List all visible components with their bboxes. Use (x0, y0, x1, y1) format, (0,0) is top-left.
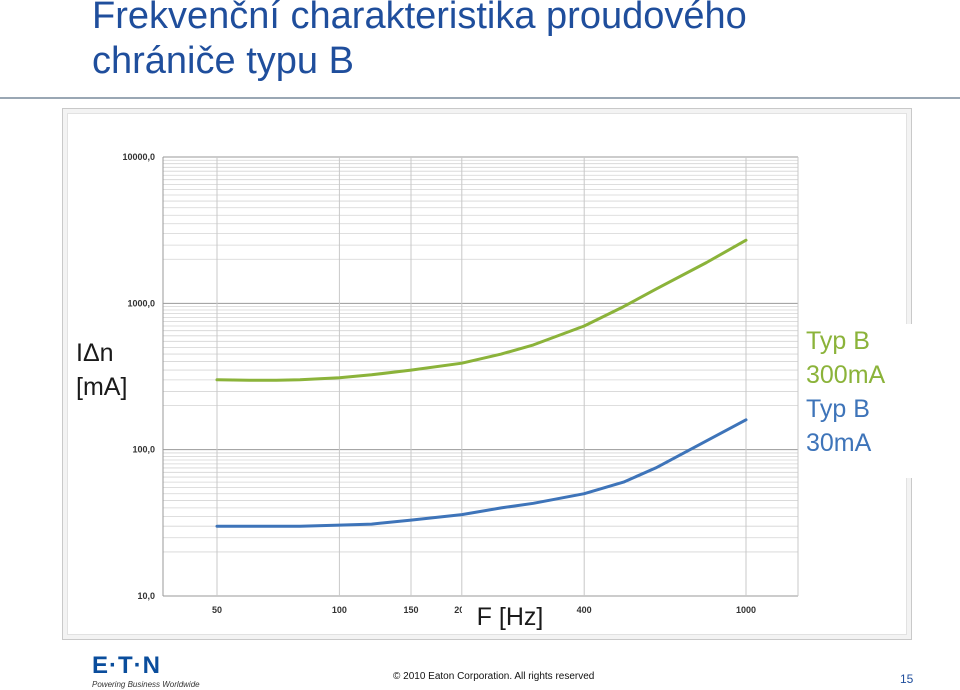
legend-300mA-line2: 300mA (806, 361, 886, 389)
page-number: 15 (900, 672, 914, 686)
x-tick-label: 400 (577, 605, 592, 615)
title-divider (0, 97, 960, 99)
chart-plot-background (67, 113, 907, 635)
legend-entry-30mA: Typ B 30mA (806, 392, 914, 460)
legend-30mA-line1: Typ B (806, 395, 870, 423)
legend-300mA-line1: Typ B (806, 327, 870, 355)
x-axis-label: F [Hz] (462, 600, 558, 634)
x-tick-label: 1000 (736, 605, 756, 615)
y-tick-label: 10000,0 (122, 152, 155, 162)
eaton-logo: E·T·N Powering Business Worldwide (92, 652, 202, 690)
y-axis-label-line2: [mA] (76, 373, 128, 401)
logo-wordmark: E·T·N (92, 652, 161, 679)
chart-legend: Typ B 300mA Typ B 30mA (806, 324, 914, 478)
footer-copyright: © 2010 Eaton Corporation. All rights res… (393, 671, 595, 682)
chart-frame (62, 108, 912, 640)
y-axis-label: IΔn [mA] (76, 336, 146, 404)
x-tick-label: 150 (403, 605, 418, 615)
y-tick-label: 10,0 (137, 591, 155, 601)
logo-tagline: Powering Business Worldwide (92, 680, 200, 689)
y-tick-label: 100,0 (132, 445, 155, 455)
slide-title-line2: chrániče typu B (92, 40, 354, 82)
slide-title-line1: Frekvenční charakteristika proudového (92, 0, 747, 37)
legend-30mA-line2: 30mA (806, 429, 872, 457)
x-tick-label: 200 (454, 605, 469, 615)
series-line-300mA (215, 238, 748, 382)
y-axis-label-line1: IΔn (76, 339, 114, 367)
slide-title: Frekvenční charakteristika proudového ch… (92, 0, 952, 84)
y-tick-label: 1000,0 (127, 298, 155, 308)
series-line-30mA (215, 418, 748, 528)
legend-entry-300mA: Typ B 300mA (806, 324, 914, 392)
x-tick-label: 50 (212, 605, 222, 615)
x-tick-label: 100 (332, 605, 347, 615)
